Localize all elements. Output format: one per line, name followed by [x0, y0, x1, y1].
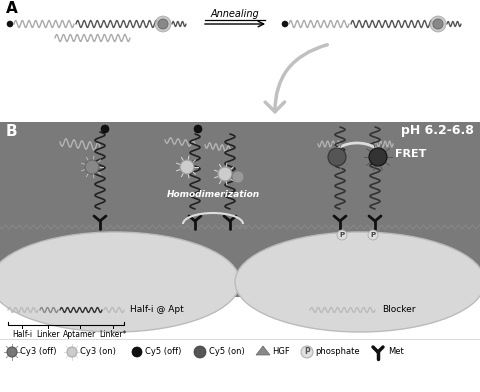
- Text: P: P: [371, 232, 375, 238]
- Circle shape: [67, 347, 77, 357]
- Text: Linker: Linker: [36, 330, 60, 339]
- Text: phosphate: phosphate: [315, 347, 360, 356]
- Circle shape: [155, 16, 171, 32]
- Circle shape: [7, 347, 17, 357]
- Circle shape: [158, 19, 168, 29]
- Text: Linker*: Linker*: [99, 330, 127, 339]
- FancyArrowPatch shape: [265, 45, 327, 112]
- Circle shape: [368, 230, 378, 240]
- Circle shape: [85, 160, 99, 174]
- Text: Cy5 (on): Cy5 (on): [209, 347, 245, 356]
- Ellipse shape: [0, 232, 240, 332]
- Text: Homodimerization: Homodimerization: [167, 190, 260, 199]
- Circle shape: [301, 346, 313, 358]
- Text: A: A: [6, 1, 18, 16]
- Text: Met: Met: [388, 347, 404, 356]
- Text: HGF: HGF: [272, 347, 290, 356]
- Text: Annealing: Annealing: [211, 9, 259, 19]
- Circle shape: [180, 160, 194, 174]
- Ellipse shape: [235, 232, 480, 332]
- Circle shape: [132, 347, 142, 357]
- Circle shape: [337, 230, 347, 240]
- Text: pH 6.2-6.8: pH 6.2-6.8: [401, 124, 474, 137]
- Bar: [0, 122, 480, 297]
- Text: Cy5 (off): Cy5 (off): [145, 347, 181, 356]
- Circle shape: [430, 16, 446, 32]
- Polygon shape: [256, 346, 270, 355]
- Circle shape: [7, 21, 13, 27]
- Circle shape: [433, 19, 443, 29]
- Circle shape: [282, 21, 288, 27]
- Text: Half-i: Half-i: [12, 330, 32, 339]
- Text: Aptamer: Aptamer: [63, 330, 96, 339]
- Text: Cy3 (off): Cy3 (off): [20, 347, 57, 356]
- Text: P: P: [339, 232, 345, 238]
- Circle shape: [194, 125, 202, 133]
- Circle shape: [328, 148, 346, 166]
- Circle shape: [369, 148, 387, 166]
- Text: Half-i @ Apt: Half-i @ Apt: [130, 305, 184, 314]
- Text: B: B: [6, 124, 18, 139]
- Text: FRET: FRET: [395, 149, 426, 159]
- Circle shape: [101, 125, 109, 133]
- Circle shape: [194, 346, 206, 358]
- Text: P: P: [304, 347, 310, 356]
- Circle shape: [218, 167, 232, 181]
- Text: Cy3 (on): Cy3 (on): [80, 347, 116, 356]
- Circle shape: [232, 171, 244, 183]
- Text: Blocker: Blocker: [382, 305, 416, 314]
